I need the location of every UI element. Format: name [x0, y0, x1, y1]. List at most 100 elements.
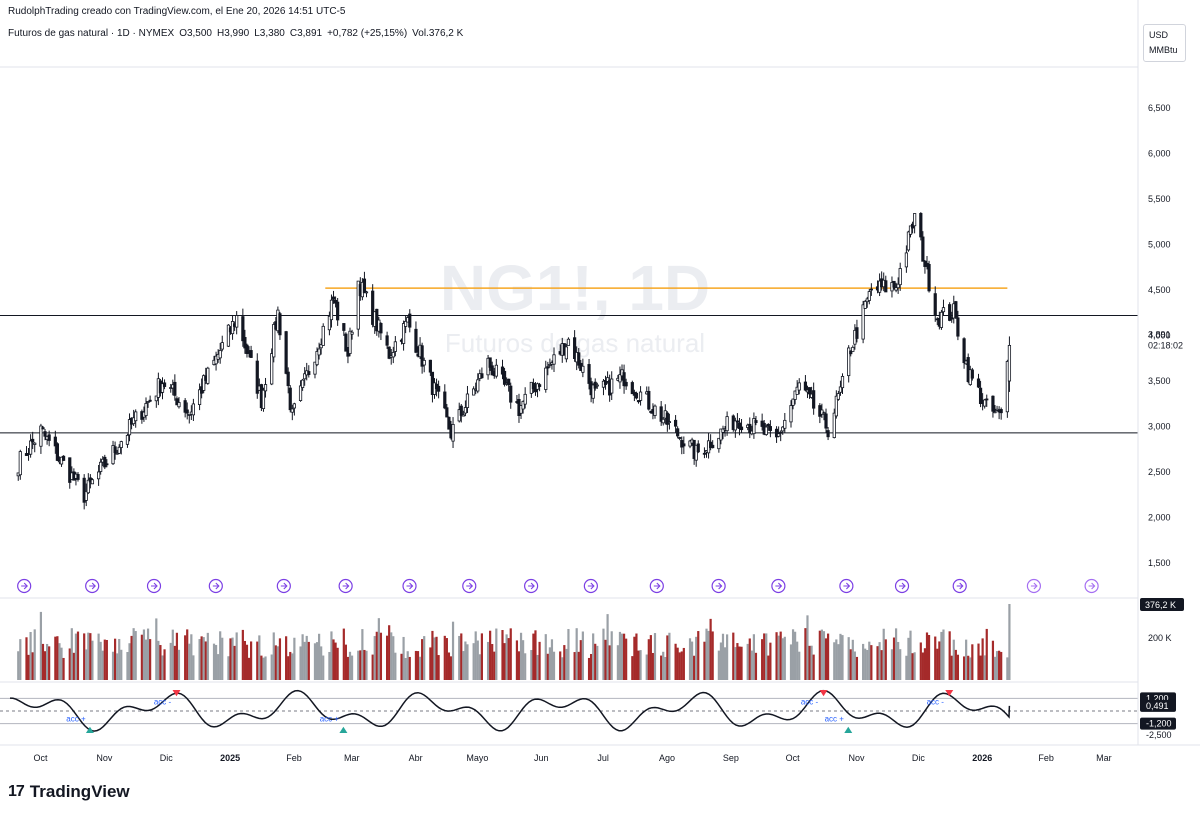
volume-bar: [171, 629, 174, 680]
volume-bar: [740, 646, 743, 680]
candle-body: [824, 413, 828, 429]
candle-body: [263, 384, 268, 392]
volume-bar: [979, 655, 982, 680]
volume-bar: [118, 638, 121, 680]
candle-body: [851, 346, 855, 352]
volume-bar: [579, 640, 582, 680]
candle-body: [272, 324, 276, 358]
buy-marker-icon: [844, 726, 853, 734]
volume-bar: [68, 648, 71, 680]
volume-bar: [111, 651, 115, 680]
volume-bar: [214, 644, 218, 680]
volume-bar: [177, 649, 181, 680]
volume-bar: [249, 641, 253, 680]
volume-bar: [552, 651, 556, 680]
price-tick-label: 1,500: [1148, 558, 1171, 568]
candle-body: [313, 361, 317, 375]
volume-bar: [421, 639, 424, 680]
volume-bar: [219, 631, 222, 680]
candle-body: [235, 315, 239, 328]
candle-body: [834, 395, 838, 417]
volume-bar: [192, 655, 195, 680]
candle-body: [84, 491, 88, 501]
volume-bar: [256, 641, 259, 680]
candle-body: [437, 385, 441, 392]
candle-body: [913, 213, 917, 227]
event-arrow-glyph: [212, 582, 220, 590]
volume-bar: [43, 651, 47, 680]
time-axis-label: Mar: [344, 753, 360, 763]
volume-bar: [377, 618, 380, 680]
volume-bar: [29, 632, 32, 680]
candle-body: [552, 354, 556, 365]
candle-body: [768, 426, 772, 431]
volume-bar: [241, 629, 244, 680]
close-value: C3,891: [289, 28, 323, 39]
volume-bar: [878, 642, 881, 680]
volume-bar: [736, 643, 739, 680]
volume-bar: [505, 634, 508, 680]
candle-body: [970, 369, 974, 379]
candle-body: [577, 352, 581, 366]
volume-bar: [977, 643, 980, 680]
candle-body: [766, 423, 770, 427]
candle-body: [162, 382, 167, 387]
candle-body: [298, 385, 303, 401]
candle-body: [41, 427, 45, 430]
volume-bar: [287, 656, 290, 680]
volume-bar: [942, 629, 945, 680]
high-value: H3,990: [217, 28, 250, 39]
volume-bar: [464, 641, 467, 680]
volume-bar: [810, 645, 813, 680]
price-tick-label: 4,000: [1148, 331, 1171, 341]
volume-bar: [27, 654, 30, 680]
candle-body: [315, 351, 319, 366]
volume-bar: [365, 650, 368, 680]
volume-bar: [956, 654, 960, 680]
currency-unit-selector[interactable]: USD MMBtu: [1143, 24, 1186, 62]
volume-bar: [466, 644, 469, 680]
volume-bar: [653, 633, 657, 680]
volume-bar: [575, 628, 578, 680]
candle-body: [29, 440, 33, 455]
volume-bar: [620, 633, 624, 680]
candle-body: [127, 419, 132, 436]
volume-bar: [361, 629, 364, 680]
volume-bar: [227, 656, 230, 680]
volume-bar: [851, 639, 854, 680]
volume-bar: [406, 651, 409, 680]
tradingview-logo[interactable]: 17 TradingView: [8, 782, 130, 802]
volume-bar: [826, 633, 830, 680]
candle-body: [904, 252, 908, 268]
candle-body: [676, 428, 680, 437]
candle-body: [393, 341, 397, 352]
volume-bar: [175, 632, 179, 680]
volume-bar: [775, 632, 778, 680]
volume-bar: [688, 638, 692, 680]
volume-bar: [546, 653, 549, 680]
volume-bar: [149, 639, 152, 680]
time-axis-label: Nov: [96, 753, 113, 763]
volume-bar: [25, 637, 28, 680]
candle-body: [702, 452, 707, 455]
candle-body: [292, 403, 296, 409]
candle-body: [391, 352, 395, 358]
candle-body: [99, 461, 103, 472]
volume-bar: [952, 639, 955, 680]
volume-bar: [70, 628, 73, 680]
symbol-legend[interactable]: Futuros de gas natural · 1D · NYMEX O3,5…: [8, 28, 463, 39]
candle-body: [630, 382, 634, 395]
volume-bar: [905, 655, 908, 680]
candle-body: [241, 316, 245, 342]
candle-body: [463, 407, 468, 414]
candle-body: [113, 446, 117, 454]
volume-bar: [198, 639, 201, 680]
volume-bar: [839, 633, 842, 680]
volume-bar: [577, 651, 580, 680]
candle-body: [797, 382, 801, 391]
volume-bar: [812, 654, 815, 680]
volume-bar: [864, 648, 867, 680]
candle-body: [348, 330, 352, 354]
